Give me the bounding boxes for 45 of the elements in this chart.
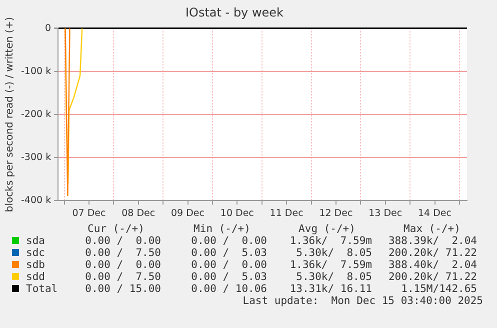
text: Last update: Mon Dec 15 03:40:00 2025 <box>242 295 483 307</box>
text: 1.36k/ 7.59m <box>288 235 372 247</box>
text: 0.00 / 0.00 <box>84 259 161 271</box>
text: 200.20k/ 71.22 <box>387 247 477 259</box>
x-tick-label: 10 Dec <box>220 208 254 219</box>
x-tick-label: 13 Dec <box>368 208 402 219</box>
text: 5.30k/ 8.05 <box>295 271 372 283</box>
x-tick-label: 11 Dec <box>270 208 304 219</box>
text: Min (-/+) <box>192 223 252 235</box>
x-tick-label: 14 Dec <box>418 208 452 219</box>
y-tick-label: -300 k <box>20 152 52 164</box>
text: 1.15M/142.65 <box>400 283 477 295</box>
legend-label: Total <box>26 283 58 295</box>
x-tick-label: 08 Dec <box>122 208 156 219</box>
text: Avg (-/+) <box>298 223 356 235</box>
text: Cur (-/+) <box>86 223 146 235</box>
x-tick-label: 07 Dec <box>72 208 106 219</box>
y-tick-label: 0 <box>45 22 52 34</box>
text: 0.00 / 0.00 <box>190 259 267 271</box>
legend-label: sdc <box>26 247 45 259</box>
text: Max (-/+) <box>402 223 462 235</box>
legend-label: sda <box>26 235 45 247</box>
x-tick-label: 12 Dec <box>319 208 353 219</box>
text: 0.00 / 7.50 <box>84 247 161 259</box>
y-tick-label: -200 k <box>20 108 52 120</box>
y-tick-label: -100 k <box>20 66 52 77</box>
text: 388.39k/ 2.04 <box>387 235 477 247</box>
text: 0.00 / 5.03 <box>190 271 267 283</box>
text: 13.31k/ 16.11 <box>288 283 372 295</box>
text: 0.00 / 15.00 <box>84 283 161 295</box>
text: 388.40k/ 2.04 <box>387 259 477 271</box>
text: 0.00 / 5.03 <box>190 247 267 259</box>
chart-title: IOstat - by week <box>185 5 284 20</box>
text: 0.00 / 0.00 <box>84 235 161 247</box>
legend-label: sdb <box>26 259 45 271</box>
text: 1.36k/ 7.59m <box>288 259 372 271</box>
text: 0.00 / 7.50 <box>84 271 161 283</box>
text: 0.00 / 0.00 <box>190 235 267 247</box>
x-tick-label: 09 Dec <box>171 208 205 219</box>
y-axis-title: blocks per second read (-) / written (+) <box>4 16 16 212</box>
text: 200.20k/ 71.22 <box>387 271 477 283</box>
legend-label: sdd <box>26 271 45 283</box>
text: 0.00 / 10.06 <box>190 283 267 295</box>
text: 5.30k/ 8.05 <box>295 247 372 259</box>
y-tick-label: -400 k <box>20 195 52 206</box>
